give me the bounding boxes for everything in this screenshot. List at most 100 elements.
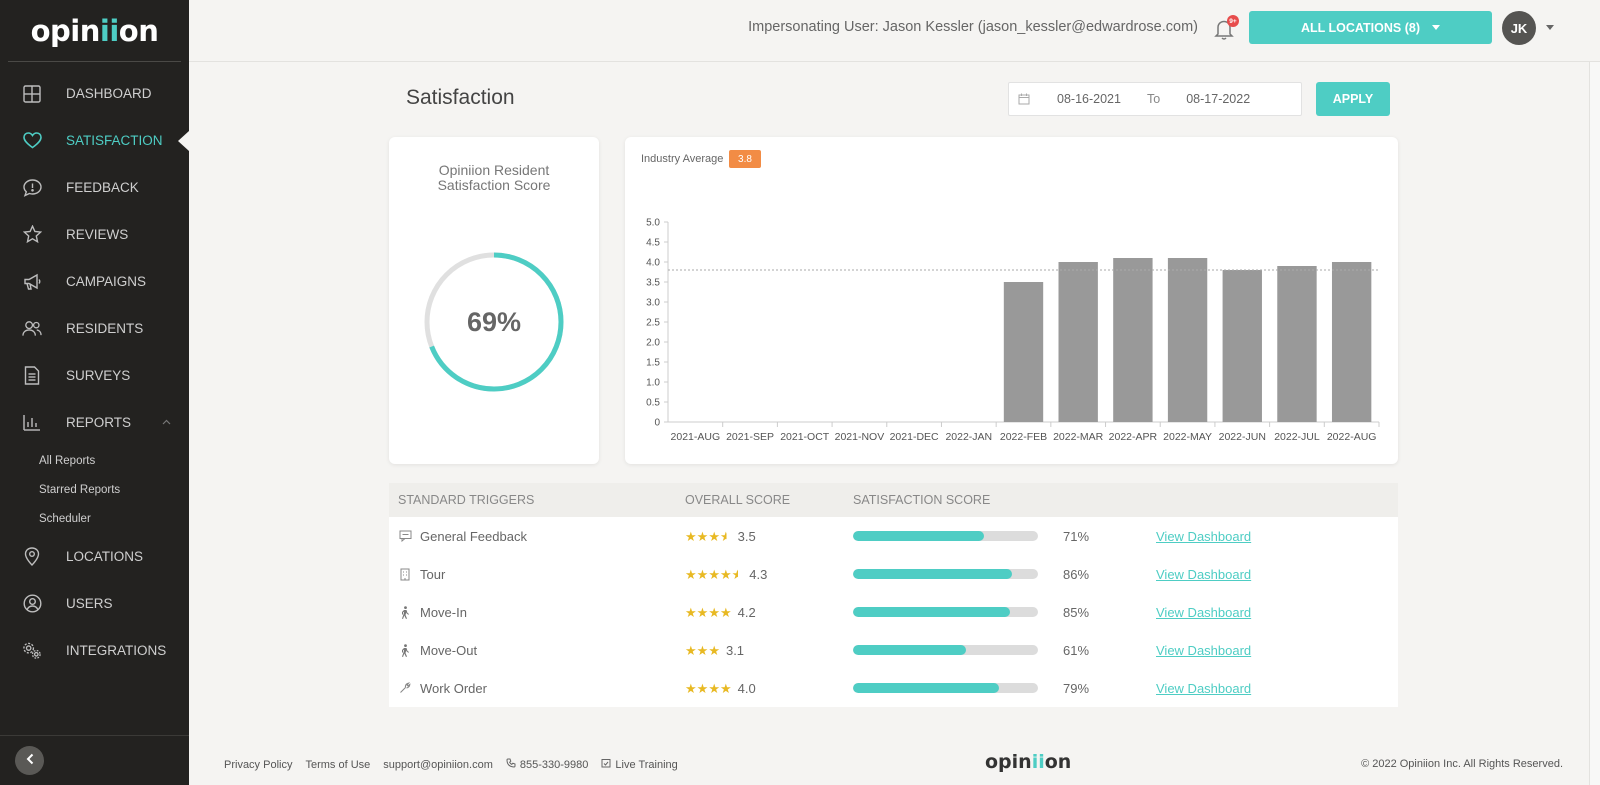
notifications-button[interactable]: 9+: [1214, 15, 1239, 41]
chevron-up-icon[interactable]: [162, 417, 171, 428]
trigger-name-cell: Move-In: [389, 605, 685, 620]
chat-icon: [398, 530, 412, 542]
view-dashboard-link[interactable]: View Dashboard: [1156, 604, 1252, 620]
star-rating: ★ ★ ★ ★: [685, 682, 732, 695]
y-tick-label: 4.5: [646, 238, 660, 249]
notification-badge: 9+: [1227, 15, 1239, 27]
phone-icon: [506, 758, 516, 771]
view-dashboard-link[interactable]: View Dashboard: [1156, 680, 1252, 696]
chart-bar: [1331, 262, 1372, 422]
sidebar-item-locations[interactable]: LOCATIONS: [0, 533, 189, 580]
scrollbar[interactable]: [1589, 62, 1600, 785]
sidebar-item-users[interactable]: USERS: [0, 580, 189, 627]
date-from-input[interactable]: [1039, 92, 1139, 106]
map-pin-icon: [22, 547, 42, 567]
satisfaction-score-card: Opiniion Resident Satisfaction Score 69%: [389, 137, 599, 464]
x-tick-label: 2021-NOV: [835, 431, 885, 443]
calendar-icon[interactable]: [1009, 93, 1039, 105]
sidebar-item-integrations[interactable]: INTEGRATIONS: [0, 627, 189, 674]
privacy-policy-link[interactable]: Privacy Policy: [224, 758, 293, 771]
trigger-name-cell: General Feedback: [389, 529, 685, 544]
star-icon: ★: [685, 604, 697, 620]
star-rating: ★ ★ ★: [685, 644, 720, 657]
overall-score-cell: ★ ★ ★ ★ ★ 4.3: [685, 567, 853, 582]
y-tick-label: 2.0: [646, 338, 660, 349]
avatar[interactable]: JK: [1502, 11, 1536, 45]
user-menu-caret-icon[interactable]: [1546, 25, 1554, 30]
sidebar-item-label: SATISFACTION: [66, 133, 163, 148]
subnav-all-reports[interactable]: All Reports: [39, 454, 96, 467]
sidebar-item-surveys[interactable]: SURVEYS: [0, 352, 189, 399]
date-to-input[interactable]: [1168, 92, 1269, 106]
satisfaction-bar-fill: [853, 569, 1013, 579]
star-icon: ★: [719, 566, 732, 582]
sidebar-item-dashboard[interactable]: DASHBOARD: [0, 70, 189, 117]
table-body: General Feedback ★ ★ ★ ★ 3.5 71% View Dashboard…: [389, 517, 1398, 707]
sidebar-item-label: USERS: [66, 596, 113, 611]
satisfaction-percent: 85%: [1063, 604, 1090, 620]
sidebar-item-label: FEEDBACK: [66, 180, 139, 195]
star-icon: ★: [708, 604, 720, 620]
y-tick-label: 4.0: [646, 258, 660, 269]
satisfaction-bar-fill: [853, 531, 985, 541]
satisfaction-bar-fill: [853, 607, 1011, 617]
star-icon: ★: [685, 642, 697, 658]
overall-score-cell: ★ ★ ★ ★ 3.5: [685, 529, 853, 544]
sidebar-item-reports[interactable]: REPORTS: [0, 399, 189, 446]
table-row: Move-In ★ ★ ★ ★ 4.2 85% View Dashboard: [389, 593, 1398, 631]
sidebar-item-label: LOCATIONS: [66, 549, 144, 564]
view-dashboard-link[interactable]: View Dashboard: [1156, 642, 1252, 658]
phone-link[interactable]: 855-330-9980: [506, 758, 589, 771]
satisfaction-bar-track: [853, 607, 1038, 617]
star-icon: ★: [708, 680, 720, 696]
half-star-icon: ★: [719, 528, 732, 544]
sidebar-item-reviews[interactable]: REVIEWS: [0, 211, 189, 258]
star-icon: ★: [696, 604, 709, 620]
view-dashboard-link[interactable]: View Dashboard: [1156, 566, 1252, 582]
bar-chart-icon: [22, 413, 42, 433]
all-locations-dropdown[interactable]: ALL LOCATIONS (8): [1249, 11, 1492, 44]
sidebar-item-label: INTEGRATIONS: [66, 643, 167, 658]
support-email-link[interactable]: support@opiniion.com: [383, 758, 493, 771]
logo-area: opiniion: [8, 0, 181, 62]
sidebar-item-residents[interactable]: RESIDENTS: [0, 305, 189, 352]
star-icon: ★: [685, 566, 697, 582]
sidebar-item-label: CAMPAIGNS: [66, 274, 147, 289]
phone-number: 855-330-9980: [519, 758, 589, 771]
satisfaction-bar-track: [853, 683, 1038, 693]
trigger-name-cell: Work Order: [389, 681, 685, 696]
sidebar-item-label: DASHBOARD: [66, 86, 152, 101]
apply-button[interactable]: APPLY: [1316, 82, 1390, 116]
date-range-picker[interactable]: To: [1008, 82, 1302, 116]
sidebar-item-satisfaction[interactable]: SATISFACTION: [0, 117, 189, 164]
user-circle-icon: [22, 594, 42, 614]
satisfaction-percent: 71%: [1063, 528, 1090, 544]
satisfaction-percent: 61%: [1063, 642, 1090, 658]
x-tick-label: 2021-SEP: [726, 431, 774, 443]
terms-of-use-link[interactable]: Terms of Use: [305, 758, 371, 771]
star-icon: ★: [696, 566, 709, 582]
view-dashboard-cell: View Dashboard: [1156, 681, 1356, 696]
app-logo[interactable]: opiniion: [30, 13, 159, 48]
trigger-name: Work Order: [420, 680, 487, 696]
locations-label: ALL LOCATIONS (8): [1301, 20, 1420, 35]
subnav-scheduler[interactable]: Scheduler: [39, 512, 91, 525]
table-row: General Feedback ★ ★ ★ ★ 3.5 71% View Dashboard: [389, 517, 1398, 555]
satisfaction-bar-fill: [853, 645, 966, 655]
sidebar-nav-lower: LOCATIONS USERS INTEGRATIONS: [0, 533, 189, 674]
sidebar-item-campaigns[interactable]: CAMPAIGNS: [0, 258, 189, 305]
view-dashboard-link[interactable]: View Dashboard: [1156, 528, 1252, 544]
star-icon: ★: [685, 680, 697, 696]
y-tick-label: 1.5: [646, 358, 660, 369]
subnav-starred-reports[interactable]: Starred Reports: [39, 483, 121, 496]
page-title: Satisfaction: [406, 86, 515, 109]
half-star-icon: ★: [731, 566, 744, 582]
collapse-sidebar-button[interactable]: [15, 746, 44, 775]
gauge-progress: [424, 252, 564, 392]
sidebar-nav: DASHBOARD SATISFACTION FEEDBACK REVIEWS …: [0, 70, 189, 446]
live-training-link[interactable]: Live Training: [601, 758, 678, 771]
x-tick-label: 2022-JAN: [945, 431, 992, 443]
sidebar-item-feedback[interactable]: FEEDBACK: [0, 164, 189, 211]
industry-average-badge: 3.8: [729, 150, 761, 168]
footer: Privacy Policy Terms of Use support@opin…: [189, 745, 1589, 785]
